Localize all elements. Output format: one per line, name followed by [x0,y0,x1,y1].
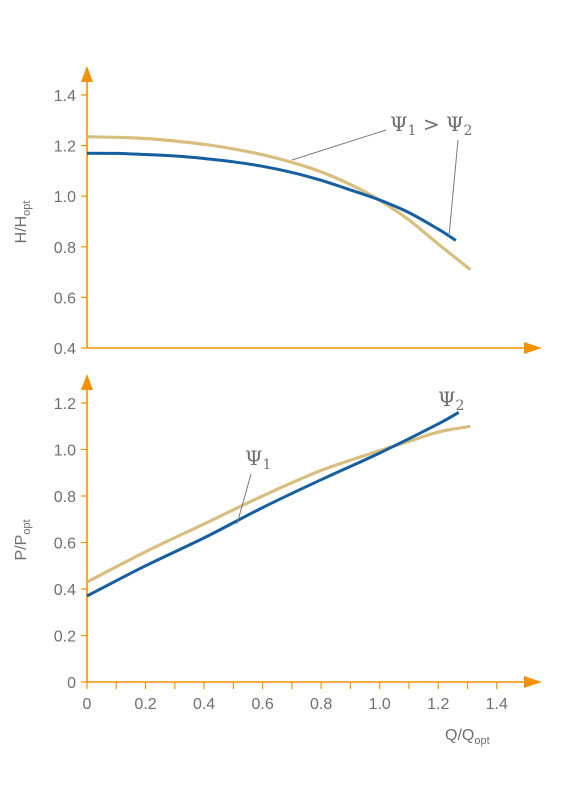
bottom-y-tick-label: 0.2 [54,629,76,646]
psi2-curve-label-subscript: 2 [456,398,465,414]
x-tick-label: 0.2 [134,696,156,713]
top-y-axis-title-sub: opt [21,201,33,216]
bottom-y-tick-label: 1.2 [54,396,76,413]
psi2-curve-label-symbol: Ψ [438,387,456,411]
top-y-axis-arrow [81,66,93,82]
psi1-label-leader [236,473,252,525]
annotation-leader-psi1 [291,129,387,161]
bottom-y-axis-title-main: P/P [13,535,30,561]
top-annotation-psi2-subscript: 2 [464,123,473,139]
bottom-y-tick-label: 0.8 [54,489,76,506]
x-tick-label: 1.4 [486,696,508,713]
x-tick-label: 1.2 [427,696,449,713]
bottom-y-tick-label: 1.0 [54,443,76,460]
annotation-leader-psi2 [448,139,459,237]
top-y-tick-label: 1.0 [54,189,76,206]
top-annotation-psi1-subscript: 1 [408,123,417,139]
power-ratio-plot: 0 0.2 0.4 0.6 0.8 1.0 1.2 0 0.2 0.4 0.6 0.8 1.0 1.2 1.… [54,374,542,713]
top-y-tick-label: 1.2 [54,139,76,156]
psi1-curve-label-symbol: Ψ [245,446,263,470]
bottom-x-axis-arrow [524,676,542,688]
top-annotation-operator: > [416,112,445,136]
bottom-y-tick-label: 0.6 [54,536,76,553]
x-tick-label: 0.6 [251,696,273,713]
top-psi1-curve [86,135,472,271]
psi2-curve-label: Ψ2 [438,387,464,414]
head-ratio-plot: 0.4 0.6 0.8 1.0 1.2 1.4 [54,66,542,358]
bottom-psi1-curve [86,424,471,584]
top-y-axis-title-main: H/H [13,216,30,244]
top-psi2-curve [86,151,457,242]
x-tick-label: 0.4 [193,696,215,713]
x-tick-label: 1.0 [369,696,391,713]
bottom-y-axis-arrow [81,374,93,390]
top-y-tick-label: 0.6 [54,290,76,307]
x-tick-label: 0 [83,696,92,713]
top-annotation: Ψ1 > Ψ2 [390,112,472,139]
top-annotation-psi1-symbol: Ψ [390,112,408,136]
bottom-y-axis-title: P/Popt [13,519,33,560]
top-annotation-psi2-symbol: Ψ [446,112,464,136]
x-axis-title-sub: opt [474,735,489,747]
top-y-axis-title: H/Hopt [13,201,33,244]
x-axis-title: Q/Qopt [445,727,490,747]
bottom-y-tick-label: 0.4 [54,582,76,599]
x-axis-title-main: Q/Q [445,727,474,744]
psi1-curve-label-subscript: 1 [263,457,272,473]
psi1-curve-label: Ψ1 [245,446,271,473]
bottom-y-axis-title-sub: opt [21,519,33,534]
top-x-axis-arrow [524,342,542,354]
top-y-tick-label: 1.4 [54,88,76,105]
top-y-tick-label: 0.8 [54,240,76,257]
bottom-y-tick-label: 0 [67,675,76,692]
bottom-psi2-curve [86,410,460,598]
x-tick-label: 0.8 [310,696,332,713]
top-y-tick-label: 0.4 [54,341,76,358]
